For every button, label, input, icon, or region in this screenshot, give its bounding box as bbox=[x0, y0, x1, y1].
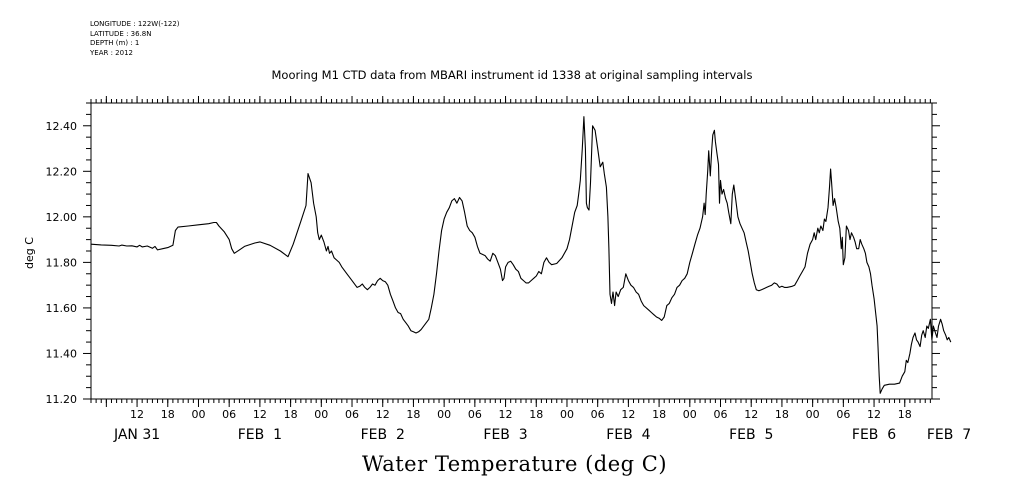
day-label: FEB 5 bbox=[729, 427, 773, 443]
day-label: FEB 1 bbox=[238, 427, 282, 443]
x-tick-label: 00 bbox=[437, 408, 451, 421]
x-tick-label: 18 bbox=[898, 408, 912, 421]
x-tick-label: 18 bbox=[161, 408, 175, 421]
day-label: FEB 2 bbox=[361, 427, 405, 443]
day-label: FEB 4 bbox=[606, 427, 650, 443]
x-tick-label: 00 bbox=[806, 408, 820, 421]
y-tick-label: 12.00 bbox=[46, 211, 78, 224]
meta-depth: DEPTH (m) : 1 bbox=[90, 39, 140, 47]
chart-title: Mooring M1 CTD data from MBARI instrumen… bbox=[271, 68, 753, 82]
x-tick-labels: 12 18 00 06 12 18 00 06 12 18 00 06 12 18 00 06 12 18 00 06… bbox=[130, 408, 912, 421]
x-tick-label: 12 bbox=[130, 408, 144, 421]
y-tick-label: 11.40 bbox=[46, 347, 78, 360]
x-tick-label: 06 bbox=[468, 408, 482, 421]
day-labels: JAN 31 FEB 1 FEB 2 FEB 3 FEB 4 FEB 5 FEB 6 FEB … bbox=[113, 427, 971, 443]
x-tick-label: 12 bbox=[499, 408, 513, 421]
x-tick-label: 06 bbox=[345, 408, 359, 421]
day-label: FEB 7 bbox=[927, 427, 971, 443]
meta-longitude: LONGITUDE : 122W(-122) bbox=[90, 20, 180, 28]
x-axis-title: Water Temperature (deg C) bbox=[361, 452, 668, 476]
day-label: FEB 3 bbox=[483, 427, 527, 443]
y-tick-label: 11.80 bbox=[46, 256, 78, 269]
x-tick-label: 00 bbox=[560, 408, 574, 421]
plot-frame bbox=[90, 102, 933, 400]
axis-ticks bbox=[83, 96, 940, 407]
metadata-block: LONGITUDE : 122W(-122) LATITUDE : 36.8N … bbox=[90, 20, 180, 58]
day-label: JAN 31 bbox=[113, 427, 160, 443]
x-tick-label: 06 bbox=[714, 408, 728, 421]
y-axis-title: deg C bbox=[23, 237, 36, 269]
x-tick-label: 12 bbox=[744, 408, 758, 421]
meta-year: YEAR : 2012 bbox=[90, 48, 133, 57]
y-tick-labels: 11.20 11.40 11.60 11.80 12.00 12.20 12.40 bbox=[46, 120, 78, 406]
y-tick-label: 12.40 bbox=[46, 120, 78, 133]
meta-latitude: LATITUDE : 36.8N bbox=[90, 29, 152, 38]
x-tick-label: 06 bbox=[222, 408, 236, 421]
x-tick-label: 06 bbox=[836, 408, 850, 421]
y-tick-label: 11.20 bbox=[46, 393, 78, 406]
x-tick-label: 18 bbox=[775, 408, 789, 421]
x-tick-label: 18 bbox=[406, 408, 420, 421]
x-tick-label: 00 bbox=[191, 408, 205, 421]
y-tick-label: 12.20 bbox=[46, 165, 78, 178]
x-tick-label: 18 bbox=[652, 408, 666, 421]
x-tick-label: 12 bbox=[867, 408, 881, 421]
x-tick-label: 06 bbox=[591, 408, 605, 421]
x-tick-label: 00 bbox=[314, 408, 328, 421]
x-tick-label: 12 bbox=[621, 408, 635, 421]
day-label: FEB 6 bbox=[852, 427, 896, 443]
x-tick-label: 18 bbox=[284, 408, 298, 421]
x-tick-label: 12 bbox=[253, 408, 267, 421]
y-tick-label: 11.60 bbox=[46, 302, 78, 315]
x-tick-label: 12 bbox=[376, 408, 390, 421]
x-tick-label: 18 bbox=[529, 408, 543, 421]
x-tick-label: 00 bbox=[683, 408, 697, 421]
series-line-water-temperature bbox=[90, 116, 952, 394]
